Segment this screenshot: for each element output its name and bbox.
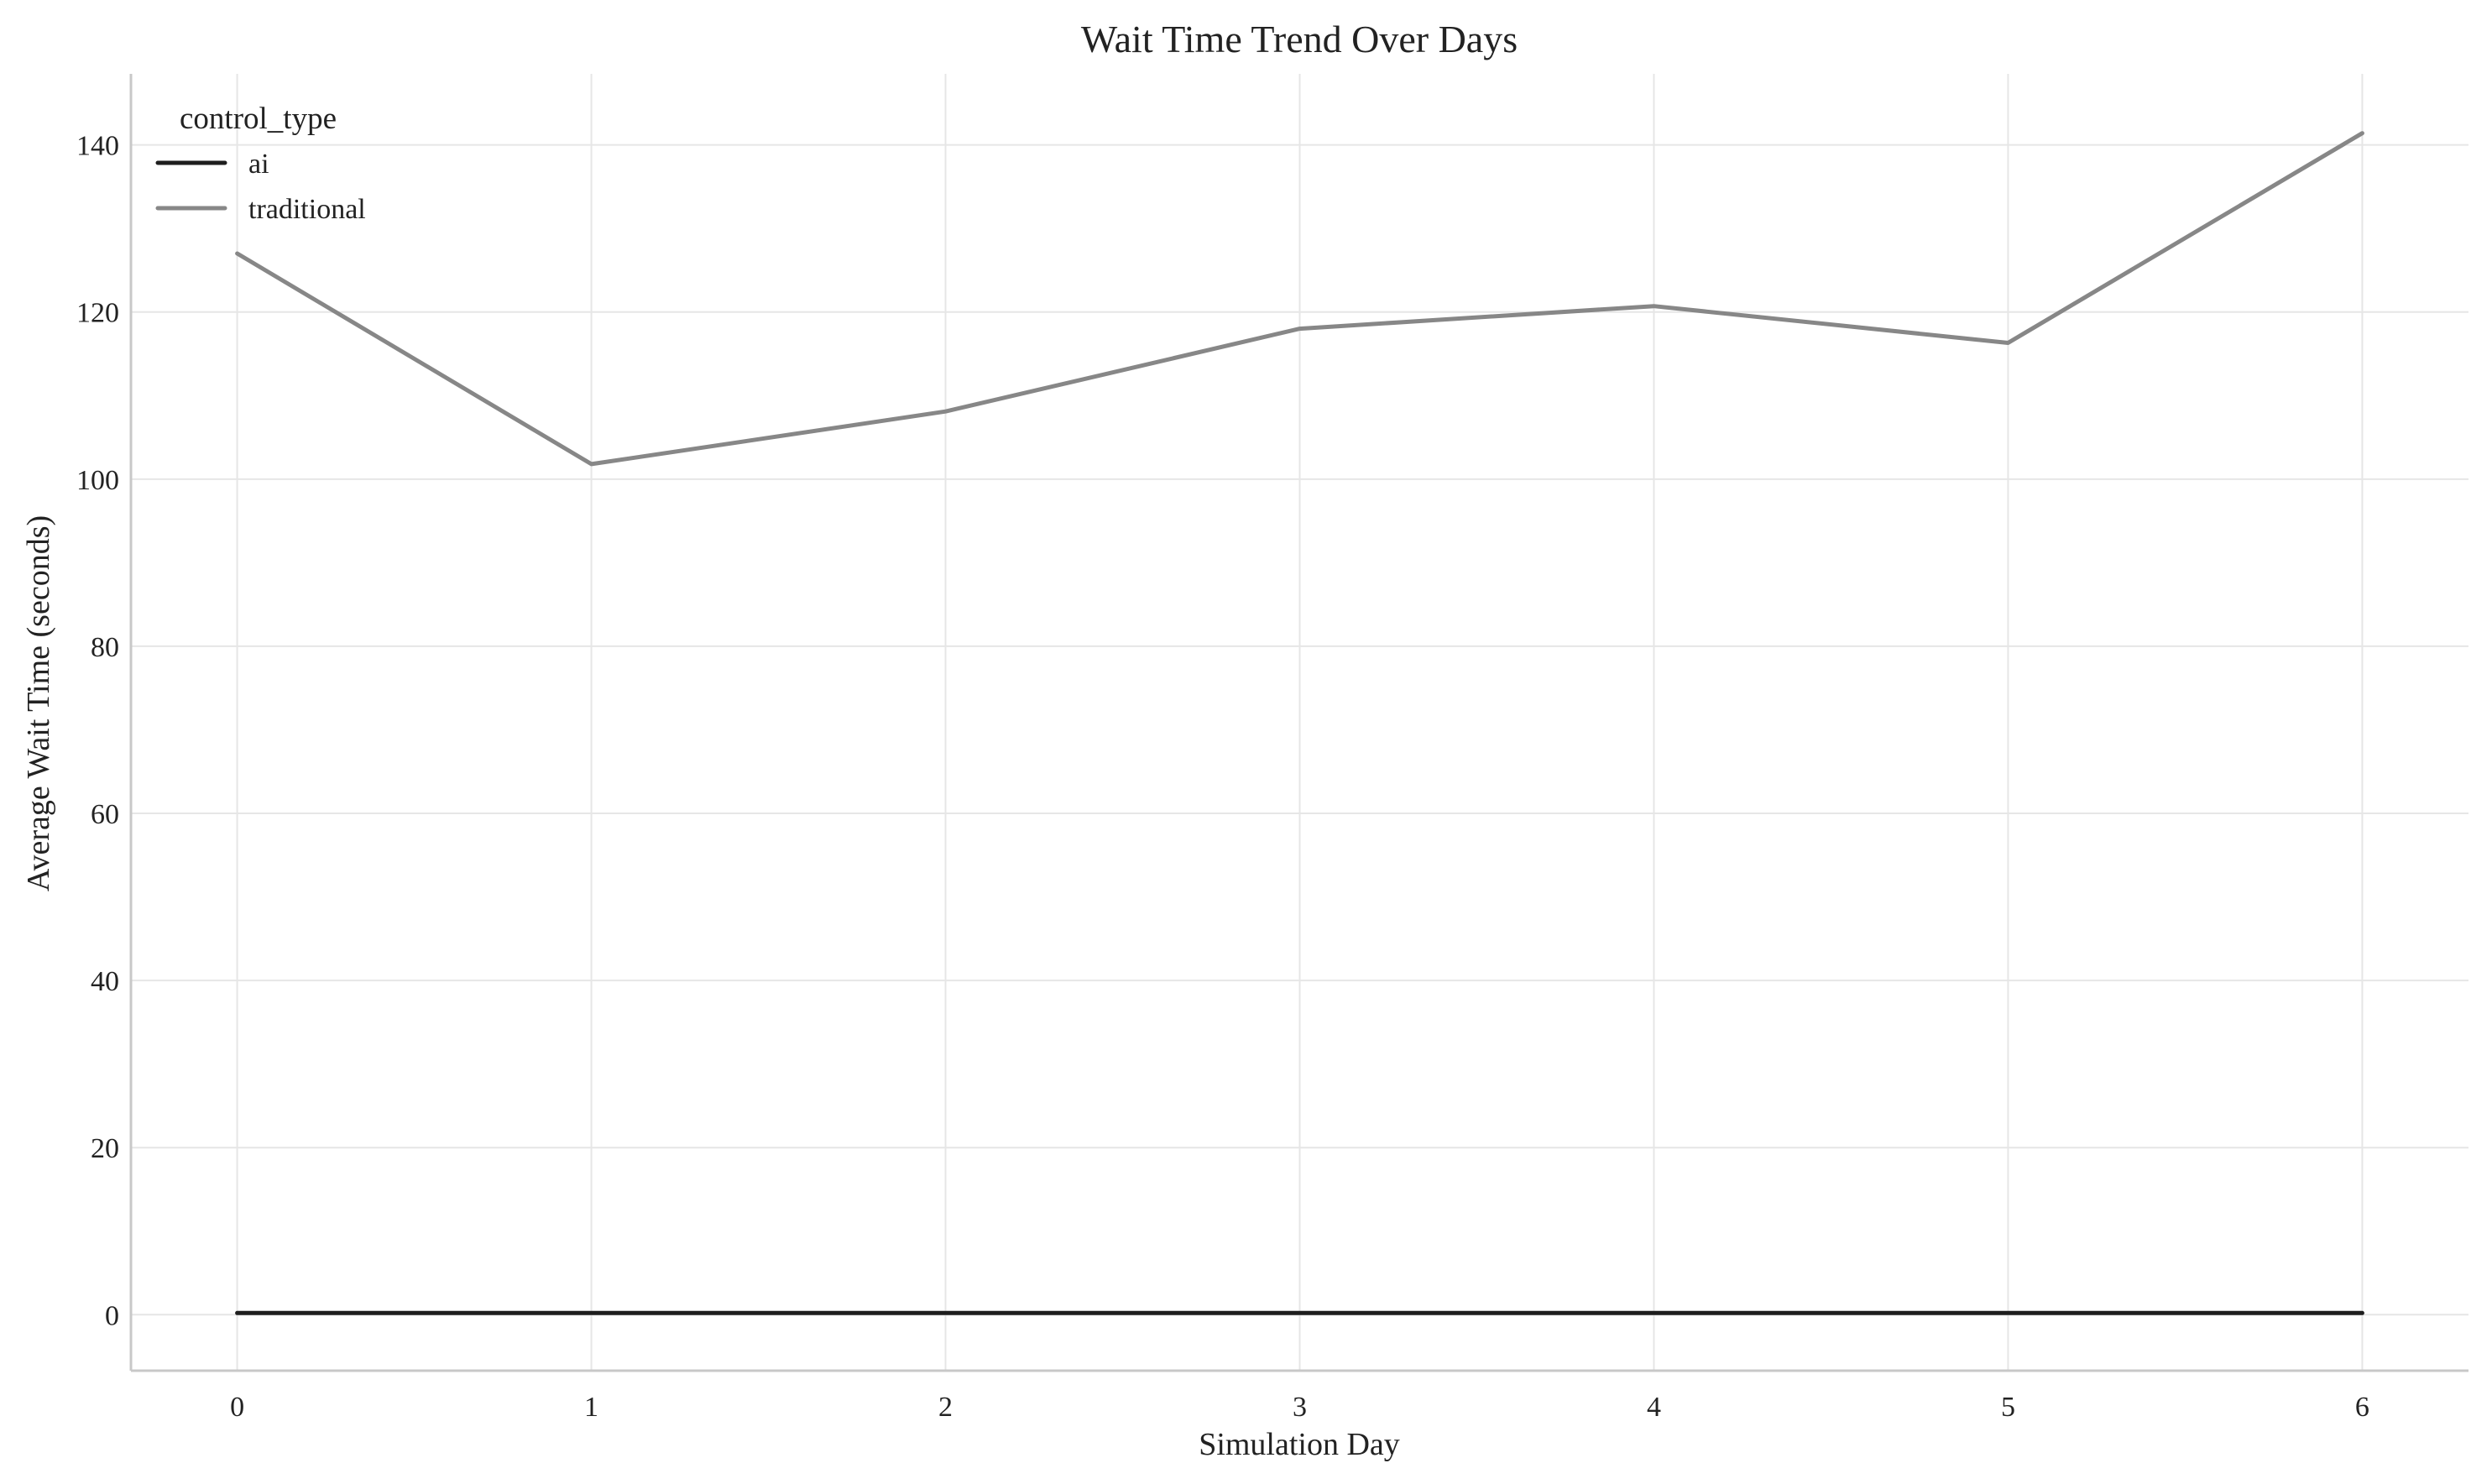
series-lines [235,131,2364,1315]
series-line-traditional [235,131,2364,467]
y-tick-label: 60 [91,799,119,830]
x-tick-label: 1 [584,1392,598,1423]
legend-title: control_type [180,102,337,136]
y-tick-label: 40 [91,966,119,997]
x-tick-labels: 0 1 2 3 4 5 6 [230,1392,2369,1423]
y-gridlines [131,144,2468,1316]
y-tick-label: 120 [76,298,119,329]
y-tick-labels: 0 20 40 60 80 100 120 140 [76,131,119,1332]
y-tick-label: 140 [76,131,119,162]
chart-title: Wait Time Trend Over Days [1081,18,1518,60]
y-tick-label: 100 [76,465,119,496]
x-tick-label: 0 [230,1392,244,1423]
legend-label-ai: ai [248,149,269,180]
legend-entries: ai traditional [155,149,366,225]
x-axis-label: Simulation Day [1199,1427,1400,1462]
x-tick-label: 2 [938,1392,953,1423]
y-tick-label: 0 [105,1300,119,1331]
x-gridlines [236,74,2364,1371]
x-tick-label: 5 [2001,1392,2015,1423]
x-tick-label: 4 [1647,1392,1661,1423]
y-axis-label: Average Wait Time (seconds) [21,515,56,891]
x-tick-label: 6 [2355,1392,2369,1423]
legend: control_type ai traditional [155,102,366,225]
y-tick-label: 80 [91,632,119,663]
y-tick-label: 20 [91,1133,119,1164]
legend-label-traditional: traditional [248,194,366,225]
x-tick-label: 3 [1293,1392,1307,1423]
